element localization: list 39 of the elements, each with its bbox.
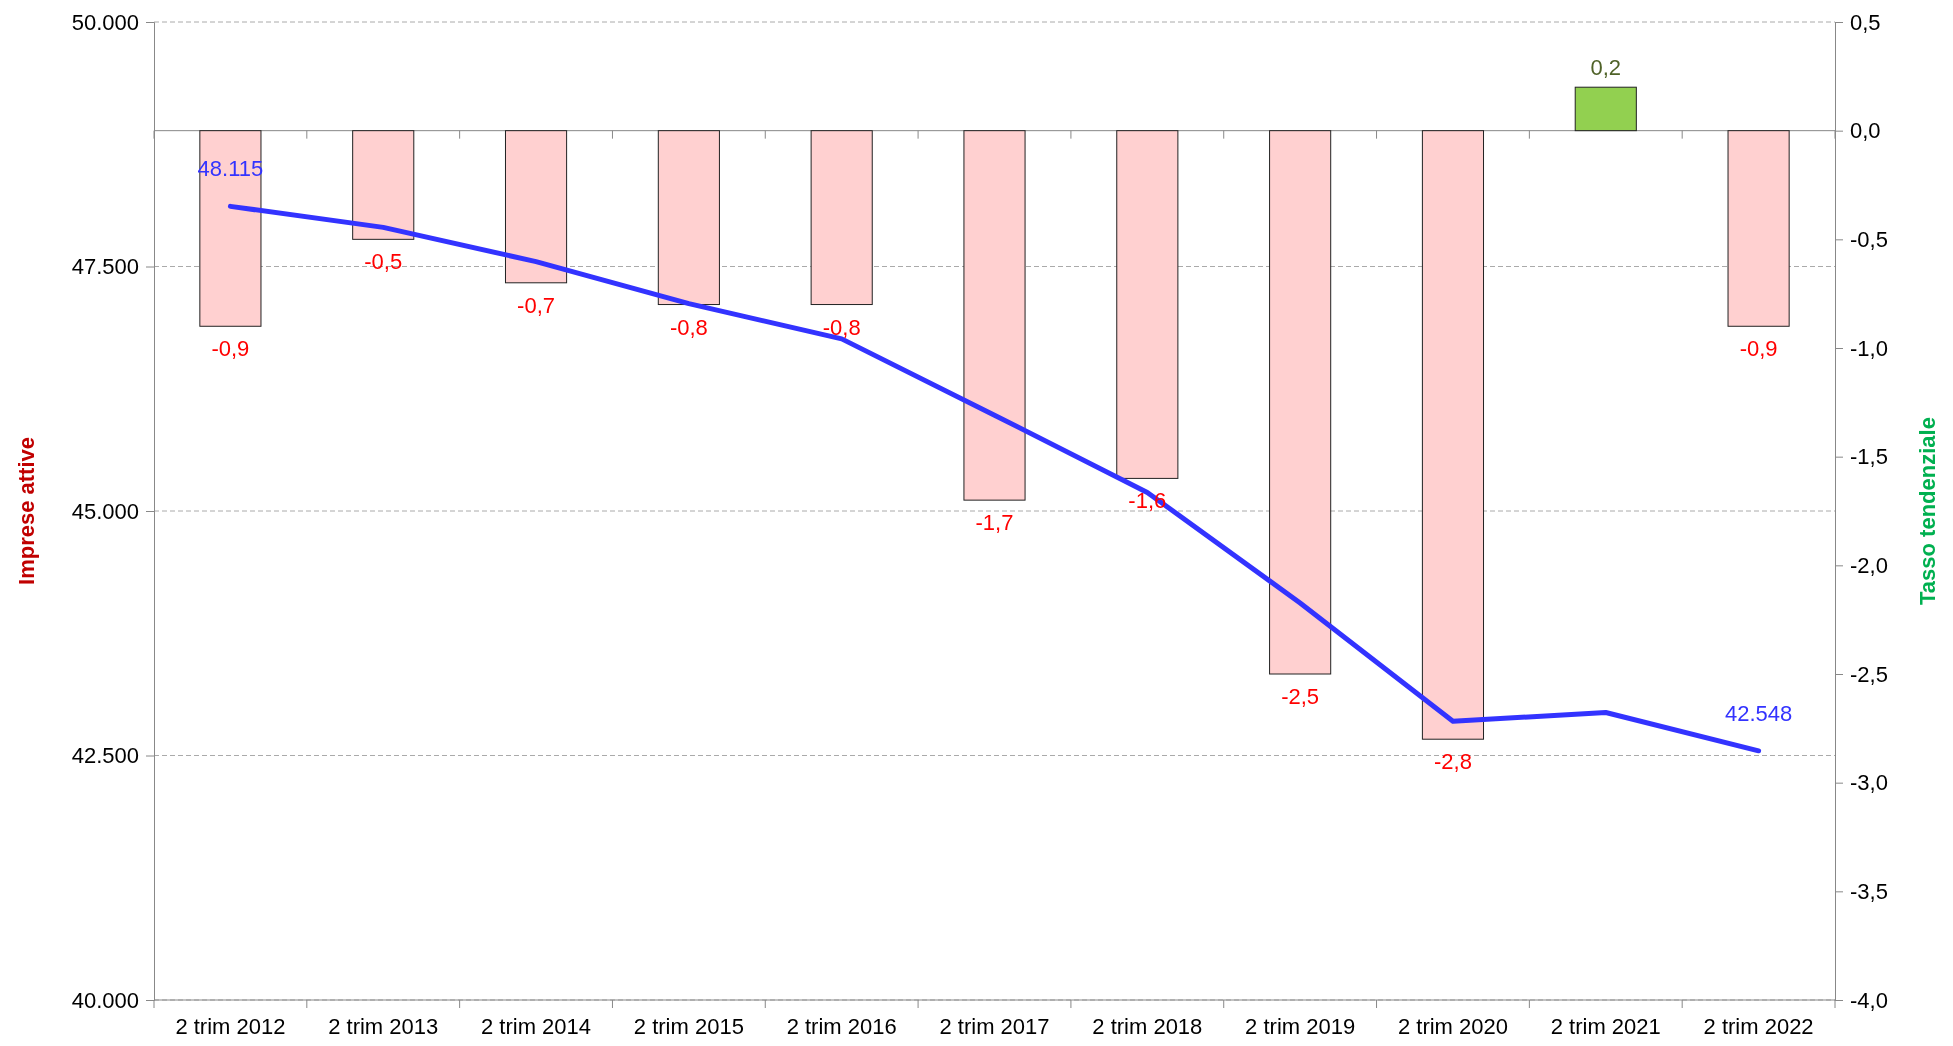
x-tick-label: 2 trim 2015 [633,1014,744,1039]
data-label: -0,9 [211,336,250,362]
y-axis-title: Imprese attive [14,437,39,585]
x-tick-label: 2 trim 2021 [1550,1014,1661,1039]
data-label: -0,9 [1739,336,1778,362]
x-tick-label: 2 trim 2014 [481,1014,592,1039]
x-tick-label: 2 trim 2018 [1092,1014,1203,1039]
y2-tick-label: 0,0 [1850,118,1881,144]
y-tick-label: 45.000 [71,498,139,524]
data-label: 0,2 [1590,55,1622,81]
x-tick-label: 2 trim 2022 [1703,1014,1814,1039]
y2-tick-label: -2,5 [1850,661,1888,687]
data-label: -0,7 [517,292,556,318]
x-tick-label: 2 trim 2020 [1397,1014,1508,1039]
data-label: -2,5 [1281,684,1320,709]
data-label: -0,5 [364,249,403,275]
x-tick-label: 2 trim 2019 [1245,1014,1356,1039]
y2-tick-label: 0,5 [1850,9,1881,35]
y-tick-label: 47.500 [71,254,139,280]
y2-tick-label: -0,5 [1850,226,1888,252]
y2-tick-label: -3,0 [1850,770,1888,796]
y2-tick-label: -3,5 [1850,878,1888,904]
data-label: -0,8 [822,314,861,340]
x-tick-label: 2 trim 2012 [175,1014,286,1039]
y-tick-label: 42.500 [71,743,139,769]
data-label: 42.548 [1724,700,1793,726]
y2-axis-title: Tasso tendenziale [1915,417,1940,605]
y2-tick-label: -4,0 [1850,987,1888,1013]
x-tick-label: 2 trim 2017 [939,1014,1050,1039]
y-tick-label: 40.000 [71,987,139,1013]
y-tick-label: 50.000 [71,9,139,35]
x-tick-label: 2 trim 2016 [786,1014,897,1039]
data-label: -2,8 [1433,749,1472,775]
data-label: -1,7 [975,510,1014,536]
y2-tick-label: -1,0 [1850,335,1888,361]
y2-tick-label: -2,0 [1850,552,1888,578]
data-label: -0,8 [669,314,708,340]
x-tick-label: 2 trim 2013 [328,1014,439,1039]
y2-tick-label: -1,5 [1850,444,1888,470]
